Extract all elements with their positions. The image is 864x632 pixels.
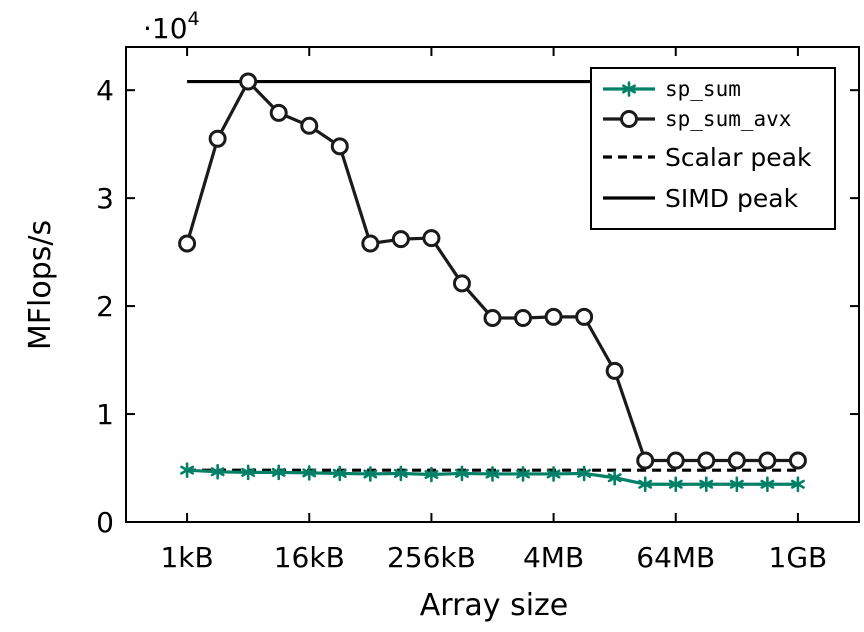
asterisk-marker: [546, 466, 561, 482]
asterisk-marker: [455, 465, 469, 482]
legend-label: Scalar peak: [665, 143, 812, 172]
asterisk-marker: [622, 81, 636, 97]
circle-marker: [514, 308, 533, 327]
circle-marker: [422, 229, 441, 248]
plot-frame: [125, 46, 860, 523]
x-axis-title: Array size: [420, 588, 569, 623]
circle-marker: [620, 110, 638, 128]
y-tick-label: 3: [96, 182, 114, 215]
asterisk-marker: [577, 465, 592, 482]
x-tick-label: 256kB: [387, 541, 476, 574]
asterisk-marker: [302, 465, 317, 481]
circle-marker: [452, 274, 471, 293]
circle-marker: [605, 361, 624, 380]
circle-marker: [361, 234, 380, 253]
circle-marker: [788, 451, 807, 470]
legend-label: SIMD peak: [665, 184, 799, 213]
asterisk-marker: [393, 465, 408, 482]
series-sp-sum: [180, 462, 805, 493]
y-tick-label: 0: [96, 506, 114, 539]
circle-marker: [544, 307, 563, 326]
circle-marker: [208, 129, 227, 148]
asterisk-marker: [760, 476, 775, 493]
x-tick-label: 1GB: [769, 541, 828, 574]
circle-marker: [666, 451, 685, 470]
x-tick-label: 1kB: [160, 541, 213, 574]
legend: sp_sum sp_sum_avx Scalar peak SIMD peak: [590, 67, 836, 230]
circle-marker: [330, 137, 349, 156]
asterisk-marker: [699, 476, 714, 493]
y-multiplier: ·104: [143, 8, 200, 45]
asterisk-marker: [729, 476, 744, 493]
asterisk-marker: [638, 476, 653, 493]
asterisk-marker: [180, 462, 195, 478]
asterisk-marker: [424, 466, 439, 483]
asterisk-marker: [332, 465, 347, 482]
asterisk-marker: [607, 469, 622, 486]
circle-marker: [727, 451, 746, 470]
x-tick-label: 16kB: [274, 541, 345, 574]
circle-marker: [391, 230, 410, 249]
circle-marker: [697, 451, 716, 470]
circle-marker: [758, 451, 777, 470]
x-tick-label: 4MB: [523, 541, 584, 574]
legend-label: sp_sum_avx: [665, 107, 791, 131]
circle-marker: [636, 451, 655, 470]
asterisk-marker: [668, 476, 683, 493]
y-tick-label: 1: [96, 398, 114, 431]
circle-marker: [269, 103, 288, 122]
circle-marker: [300, 116, 319, 135]
asterisk-marker: [363, 466, 378, 482]
asterisk-marker: [516, 466, 530, 482]
y-tick-label: 2: [96, 290, 114, 323]
circle-marker: [178, 234, 197, 253]
circle-marker: [483, 308, 502, 327]
series-layer: [178, 72, 807, 493]
ticks-layer: 0 1 2 3 4 1kB 16kB 256kB 4MB 64MB 1GB: [96, 47, 859, 574]
asterisk-marker: [210, 464, 225, 480]
x-tick-label: 64MB: [636, 541, 715, 574]
legend-label: sp_sum: [665, 77, 741, 101]
asterisk-marker: [241, 464, 256, 481]
asterisk-marker: [485, 466, 500, 482]
circle-marker: [239, 72, 258, 91]
asterisk-marker: [271, 464, 286, 481]
y-axis-title: MFlops/s: [23, 220, 58, 350]
legend-items: sp_sum sp_sum_avx Scalar peak SIMD peak: [603, 77, 812, 213]
legend-box: [590, 67, 836, 230]
circle-marker: [575, 307, 594, 326]
asterisk-marker: [790, 476, 805, 493]
series-sp-sum-avx: [178, 72, 807, 470]
y-tick-label: 4: [96, 74, 114, 107]
